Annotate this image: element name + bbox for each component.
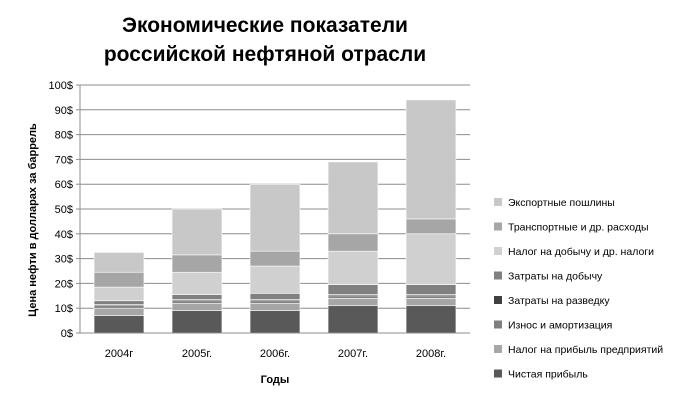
bar-segment xyxy=(327,161,379,235)
bar-segment xyxy=(249,265,301,294)
x-tick-labels: 2004г 2005г. 2006г. 2007г. 2008г. xyxy=(105,348,446,360)
legend-label: Транспортные и др. расходы xyxy=(508,222,649,234)
legend-swatch xyxy=(494,296,502,304)
legend-label: Затраты на разведку xyxy=(508,295,610,307)
bar-segment xyxy=(405,99,457,220)
bar-segment xyxy=(171,254,223,273)
bars xyxy=(93,99,457,334)
y-tick-label: 70$ xyxy=(55,154,73,166)
legend-swatch xyxy=(494,345,502,353)
legend-label: Экспортные пошлины xyxy=(508,197,615,209)
bar-segment xyxy=(327,284,379,295)
x-axis-title: Годы xyxy=(261,374,290,386)
x-tick-label: 2008г. xyxy=(416,348,446,360)
bar-segment xyxy=(405,295,457,299)
bar-segment xyxy=(171,271,223,295)
legend: Экспортные пошлины Транспортные и др. рас… xyxy=(494,197,663,381)
legend-swatch xyxy=(494,198,502,206)
bar-segment xyxy=(93,300,145,305)
legend-swatch xyxy=(494,222,502,231)
legend-swatch xyxy=(494,320,502,329)
legend-label: Затраты на добычу xyxy=(508,271,603,283)
x-tick-label: 2006г. xyxy=(260,348,290,360)
bar-segment xyxy=(93,286,145,302)
bar-segment xyxy=(405,297,457,307)
y-tick-label: 10$ xyxy=(55,303,73,315)
legend-label: Износ и амортизация xyxy=(508,320,612,332)
y-tick-label: 40$ xyxy=(55,229,73,241)
y-tick-labels: 0$ 10$ 20$ 30$ 40$ 50$ 60$ 70$ 80$ 90$ 100$ xyxy=(49,80,73,340)
legend-label: Налог на добычу и др. налоги xyxy=(508,246,654,258)
y-tick-label: 60$ xyxy=(55,179,73,191)
x-tick-label: 2004г xyxy=(105,348,133,360)
x-tick-label: 2005г. xyxy=(182,348,212,360)
bar-segment xyxy=(93,307,145,316)
bar-segment xyxy=(93,315,145,334)
bar-segment xyxy=(249,302,301,311)
x-tick-label: 2007г. xyxy=(338,348,368,360)
y-tick-label: 100$ xyxy=(49,80,73,92)
bar-segment xyxy=(405,233,457,285)
bar-segment xyxy=(249,293,301,300)
bar-segment xyxy=(171,294,223,300)
y-axis-title: Цена нефти в долларах за баррель xyxy=(27,123,39,317)
bar-segment xyxy=(405,284,457,295)
y-tick-label: 30$ xyxy=(55,254,73,266)
bar-segment xyxy=(327,297,379,307)
bar-segment xyxy=(327,250,379,285)
bar-segment xyxy=(249,310,301,334)
legend-swatch xyxy=(494,247,502,255)
legend-label: Налог на прибыль предприятий xyxy=(508,344,663,356)
y-tick-label: 90$ xyxy=(55,105,73,117)
bar-segment xyxy=(171,300,223,304)
bar-segment xyxy=(249,300,301,304)
bar-segment xyxy=(249,183,301,252)
bar-segment xyxy=(327,295,379,299)
bar-segment xyxy=(405,305,457,334)
chart-title-line-1: Экономические показатели xyxy=(122,14,408,37)
legend-swatch xyxy=(494,369,502,378)
chart-title-line-2: российской нефтяной отрасли xyxy=(104,43,426,66)
bar-segment xyxy=(171,302,223,311)
bar-segment xyxy=(93,252,145,273)
y-tick-label: 80$ xyxy=(55,130,73,142)
y-tick-label: 0$ xyxy=(61,328,73,340)
bar-segment xyxy=(249,250,301,267)
axes xyxy=(79,85,470,334)
y-tick-label: 20$ xyxy=(55,278,73,290)
bar-segment xyxy=(327,233,379,252)
bar-segment xyxy=(93,271,145,288)
bar-segment xyxy=(405,218,457,235)
bar-segment xyxy=(93,305,145,309)
y-tick-label: 50$ xyxy=(55,204,73,216)
bar-segment xyxy=(171,208,223,256)
legend-swatch xyxy=(494,271,502,280)
bar-segment xyxy=(327,305,379,334)
legend-label: Чистая прибыль xyxy=(508,369,588,381)
bar-segment xyxy=(171,310,223,334)
